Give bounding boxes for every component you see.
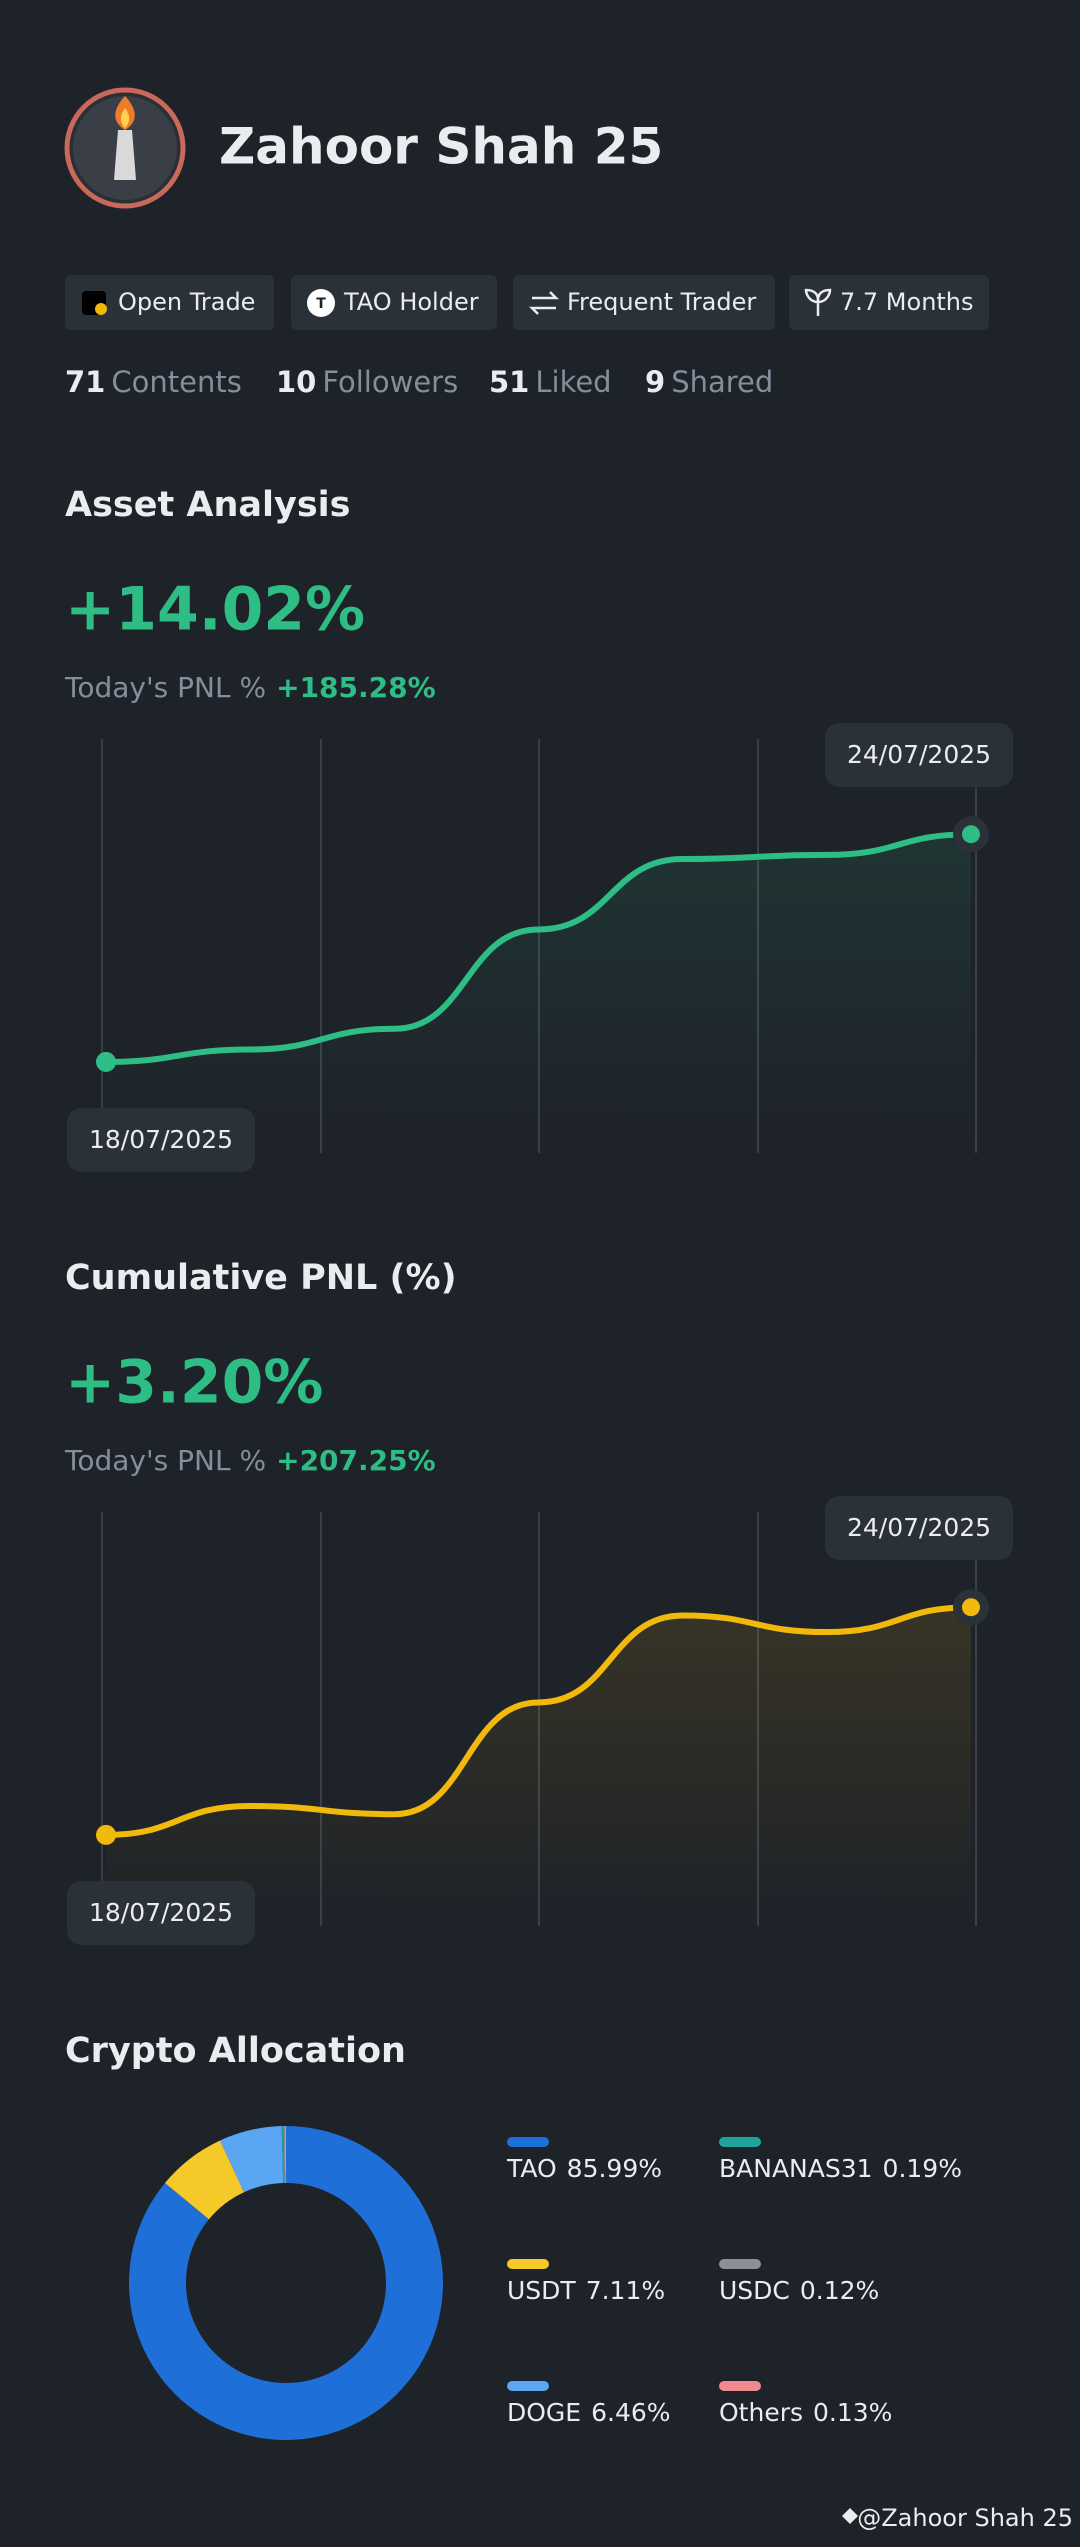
legend-name: USDT (507, 2276, 576, 2305)
legend-entry: Others 0.13% (719, 2398, 892, 2427)
profile-name: Zahoor Shah 25 (219, 118, 663, 176)
line (103, 1604, 974, 1838)
donut-slice (220, 2126, 284, 2193)
stat-value: 10 (276, 365, 316, 399)
legend-name: Others (719, 2398, 803, 2427)
donut-slice (284, 2126, 286, 2184)
legend-swatch (507, 2137, 549, 2147)
donut-slice (283, 2126, 286, 2184)
legend-value: 0.13% (813, 2398, 892, 2427)
date-callout (825, 1496, 1013, 1560)
tag[interactable]: Open Trade (65, 275, 274, 330)
pnl-value: +207.25% (276, 1444, 436, 1477)
pnl-label: Today's PNL % (64, 671, 266, 704)
legend-entry: DOGE 6.46% (507, 2398, 671, 2427)
legend-name: BANANAS31 (719, 2154, 873, 2183)
legend-value: 85.99% (567, 2154, 662, 2183)
legend-swatch (719, 2381, 761, 2391)
stat-value: 71 (65, 365, 105, 399)
stat: 51 Liked (489, 365, 612, 399)
legend-name: DOGE (507, 2398, 581, 2427)
date-callout (67, 1108, 255, 1172)
area (106, 1607, 971, 1926)
stat-label: Followers (322, 365, 458, 399)
legend-name: TAO (506, 2154, 557, 2183)
legend-swatch (719, 2137, 761, 2147)
stat-label: Contents (111, 365, 241, 399)
donut-slice (128, 2126, 443, 2440)
point (962, 825, 980, 844)
section-title: Crypto Allocation (65, 2031, 406, 2071)
legend-entry: TAO 85.99% (506, 2154, 662, 2183)
tag[interactable]: Frequent Trader (513, 275, 775, 330)
tag-label: TAO Holder (343, 288, 479, 316)
date-label: 24/07/2025 (847, 1513, 991, 1542)
legend-value: 7.11% (586, 2276, 665, 2305)
pnl-label: Today's PNL % (64, 1444, 266, 1477)
point (96, 1824, 116, 1845)
stat-value: 51 (489, 365, 529, 399)
pnl-value: +185.28% (276, 671, 436, 704)
stat: 9 Shared (645, 365, 773, 399)
footer-text: @Zahoor Shah 25 (857, 2504, 1073, 2532)
legend-swatch (719, 2259, 761, 2269)
tag-label: Frequent Trader (567, 288, 756, 316)
tag-label: 7.7 Months (840, 288, 974, 316)
point (962, 1598, 980, 1617)
date-label: 18/07/2025 (89, 1898, 233, 1927)
tag[interactable]: T TAO Holder (291, 275, 497, 330)
donut-slice (164, 2140, 244, 2220)
headline-value: +3.20% (65, 1348, 323, 1418)
date-label: 18/07/2025 (89, 1125, 233, 1154)
donut-slice (281, 2126, 285, 2184)
line (103, 831, 974, 1065)
legend-value: 6.46% (591, 2398, 670, 2427)
tag[interactable]: 7.7 Months (789, 275, 989, 330)
stat-label: Liked (535, 365, 611, 399)
avatar[interactable] (64, 87, 186, 209)
legend-entry: USDT 7.11% (507, 2276, 665, 2305)
legend-name: USDC (719, 2276, 790, 2305)
point (96, 1051, 116, 1072)
pnl: Today's PNL % +185.28% (64, 671, 436, 704)
area (106, 834, 971, 1153)
tag-label: Open Trade (118, 288, 255, 316)
stat: 10 Followers (276, 365, 458, 399)
date-label: 24/07/2025 (847, 740, 991, 769)
date-callout (825, 723, 1013, 787)
legend-value: 0.12% (800, 2276, 879, 2305)
section-title: Cumulative PNL (%) (65, 1258, 457, 1298)
headline-value: +14.02% (65, 575, 365, 645)
legend-swatch (507, 2381, 549, 2391)
stat-label: Shared (671, 365, 773, 399)
footer: @Zahoor Shah 25 (842, 2504, 1073, 2532)
legend-swatch (507, 2259, 549, 2269)
pnl: Today's PNL % +207.25% (64, 1444, 436, 1477)
legend-entry: BANANAS31 0.19% (719, 2154, 962, 2183)
svg-text:T: T (316, 296, 326, 312)
stat-value: 9 (645, 365, 665, 399)
date-callout (67, 1881, 255, 1945)
section-title: Asset Analysis (65, 485, 351, 525)
legend-entry: USDC 0.12% (719, 2276, 879, 2305)
legend-value: 0.19% (883, 2154, 962, 2183)
stat: 71 Contents (65, 365, 242, 399)
